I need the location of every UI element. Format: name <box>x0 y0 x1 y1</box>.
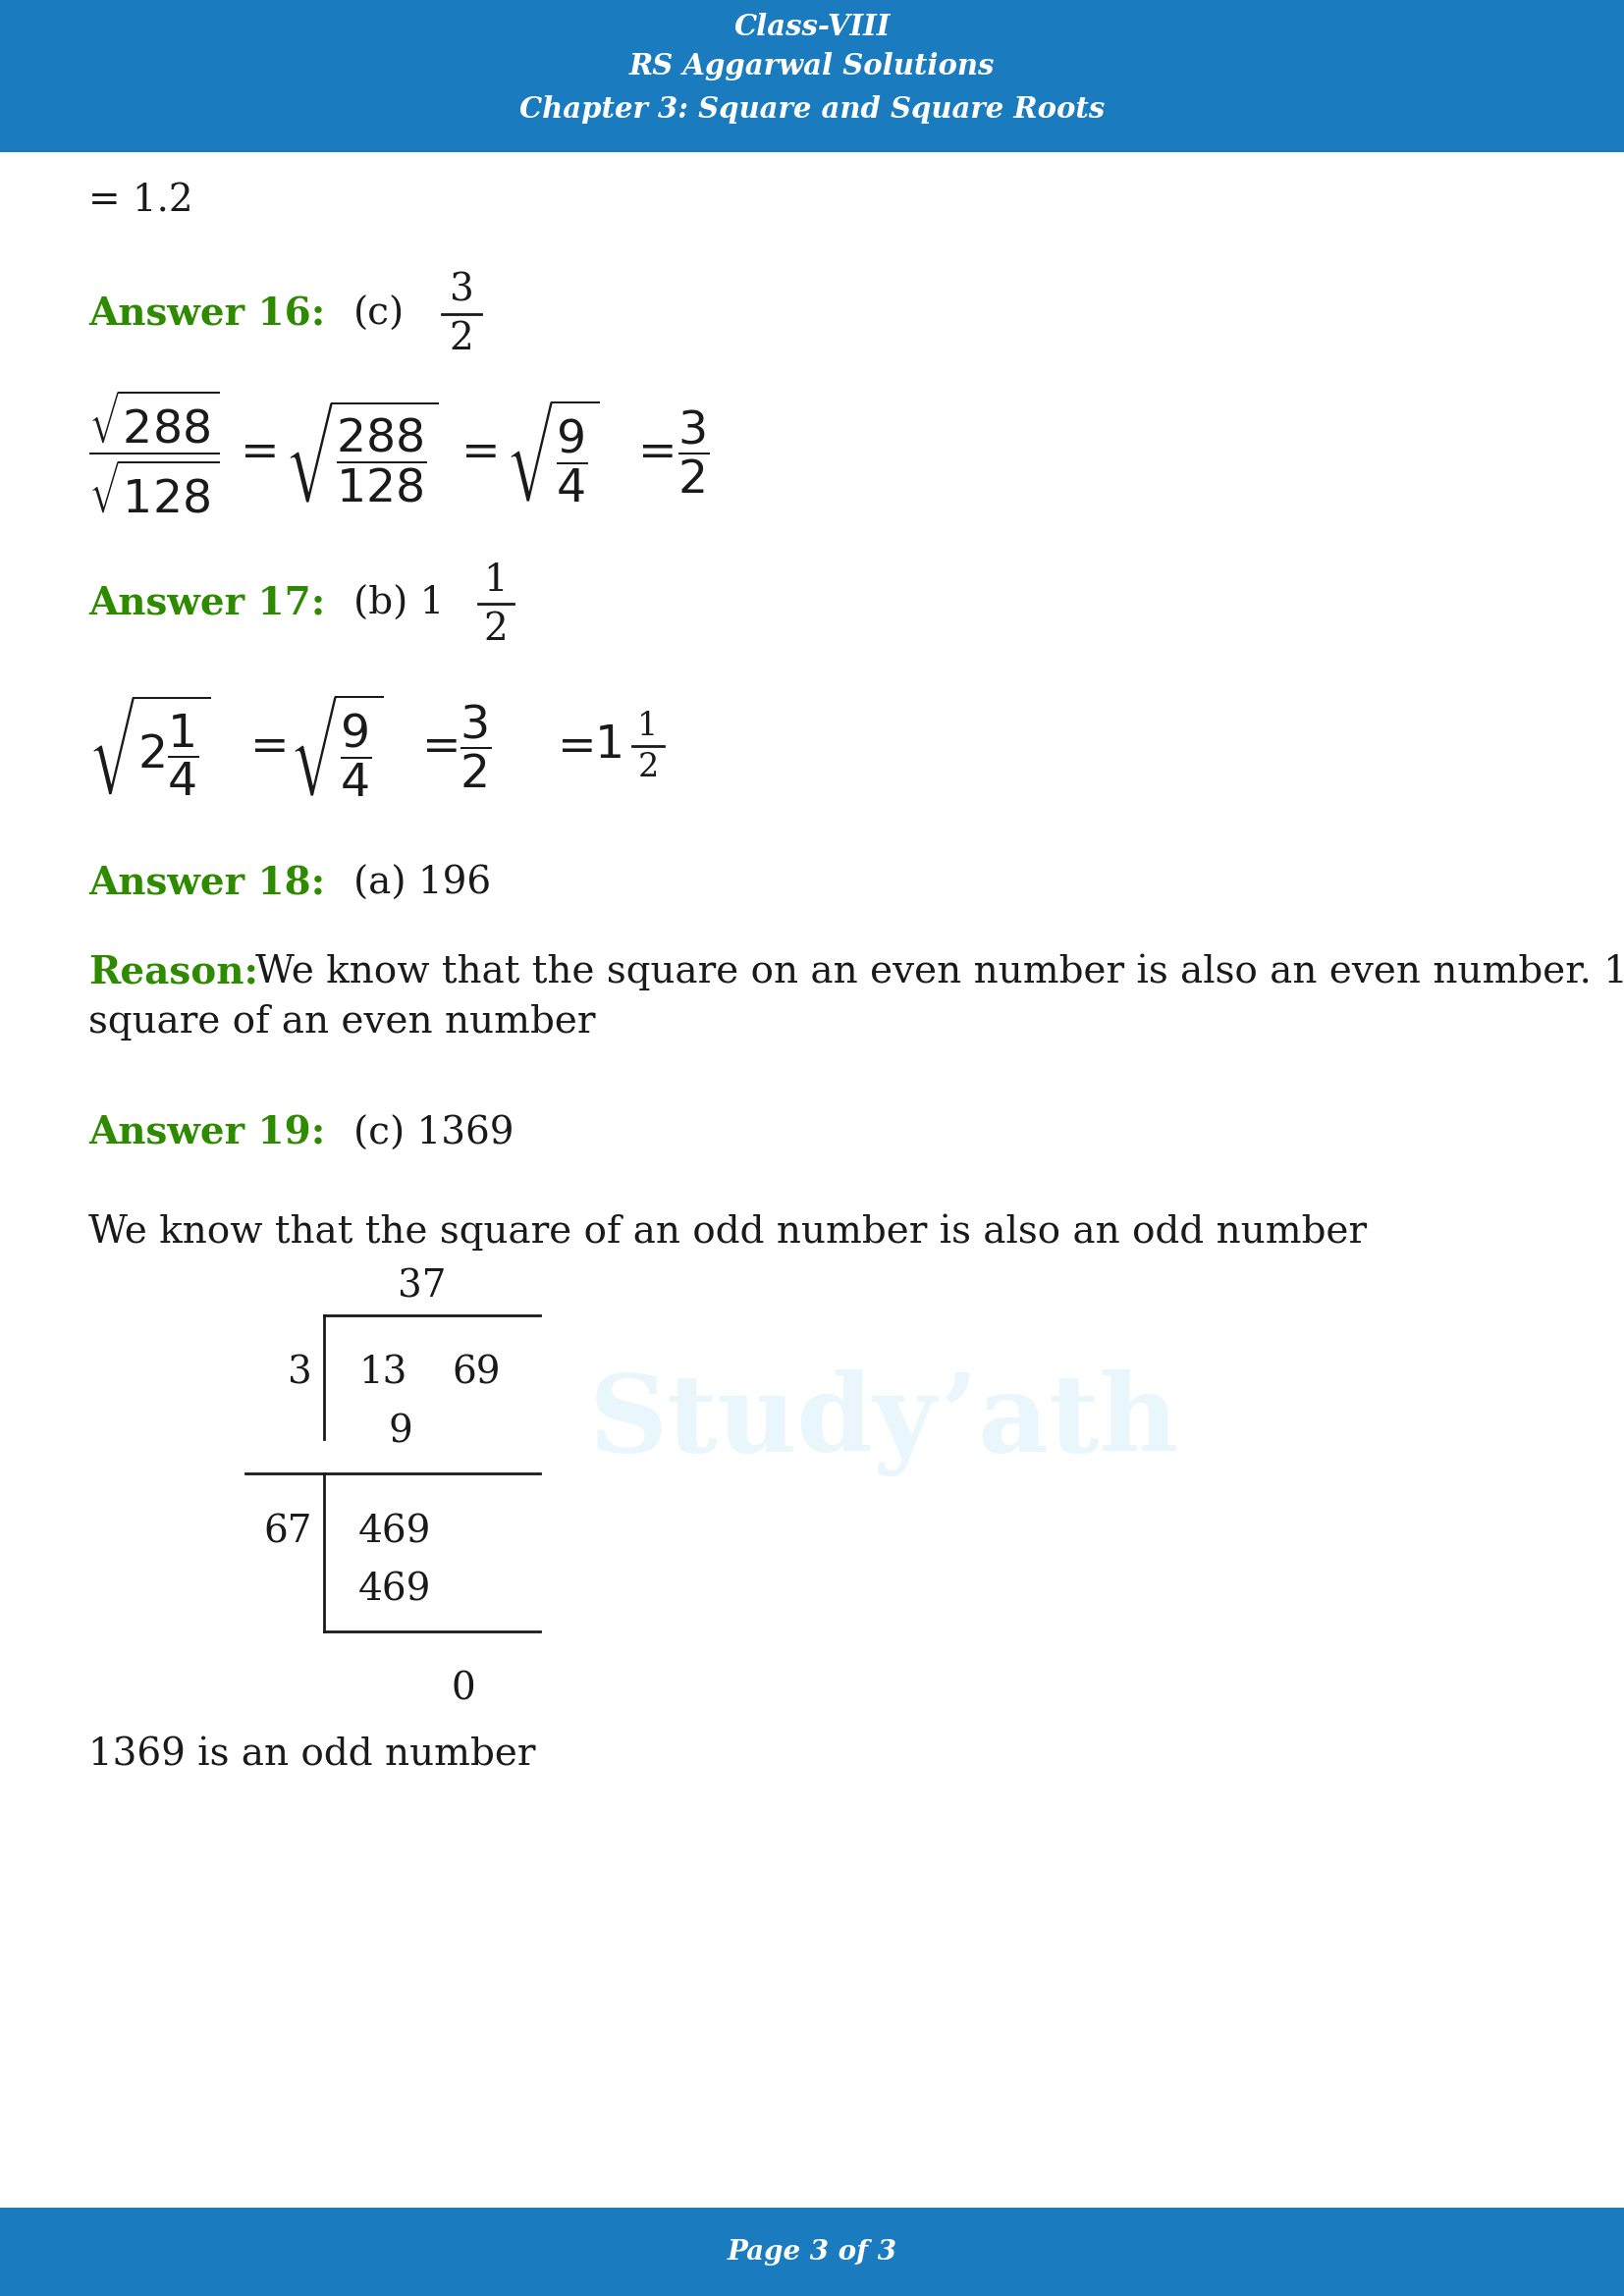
Text: Answer 17:: Answer 17: <box>88 585 325 622</box>
Text: 9: 9 <box>388 1414 412 1451</box>
FancyBboxPatch shape <box>0 2209 1624 2296</box>
Text: 3: 3 <box>287 1355 312 1391</box>
Text: Study’ath: Study’ath <box>588 1371 1179 1476</box>
Text: square of an even number: square of an even number <box>88 1006 596 1040</box>
Text: We know that the square on an even number is also an even number. 196 is the: We know that the square on an even numbe… <box>255 953 1624 990</box>
Text: 2: 2 <box>450 321 474 358</box>
FancyBboxPatch shape <box>0 0 1624 152</box>
Text: $\dfrac{3}{2}$: $\dfrac{3}{2}$ <box>677 406 710 496</box>
Text: 1: 1 <box>638 712 658 742</box>
Text: Page 3 of 3: Page 3 of 3 <box>728 2239 896 2266</box>
Text: 13: 13 <box>359 1355 408 1391</box>
Text: Class-VIII: Class-VIII <box>734 14 890 41</box>
Text: (c): (c) <box>354 296 404 333</box>
Text: 1: 1 <box>484 563 508 599</box>
Text: $=$: $=$ <box>240 723 286 769</box>
Text: Reason:: Reason: <box>88 953 258 990</box>
Text: 2: 2 <box>484 611 508 647</box>
Text: $\sqrt{\dfrac{9}{4}}$: $\sqrt{\dfrac{9}{4}}$ <box>289 693 383 799</box>
Text: $\sqrt{2\dfrac{1}{4}}$: $\sqrt{2\dfrac{1}{4}}$ <box>88 693 211 799</box>
Text: $=$: $=$ <box>451 429 497 473</box>
Text: $1$: $1$ <box>594 723 622 769</box>
Text: 67: 67 <box>263 1513 312 1550</box>
Text: $=$: $=$ <box>412 723 458 769</box>
Text: 69: 69 <box>451 1355 500 1391</box>
Text: (a) 196: (a) 196 <box>354 866 490 902</box>
Text: = 1.2: = 1.2 <box>88 184 193 220</box>
Text: (c) 1369: (c) 1369 <box>354 1116 515 1153</box>
Text: $\sqrt{\dfrac{288}{128}}$: $\sqrt{\dfrac{288}{128}}$ <box>284 400 438 505</box>
Text: 3: 3 <box>450 273 474 308</box>
Text: 1369 is an odd number: 1369 is an odd number <box>88 1738 536 1773</box>
Text: 469: 469 <box>359 1513 432 1550</box>
Text: $\dfrac{3}{2}$: $\dfrac{3}{2}$ <box>460 703 490 790</box>
Text: $=$: $=$ <box>628 429 674 473</box>
Text: Answer 18:: Answer 18: <box>88 866 325 902</box>
Text: (b) 1: (b) 1 <box>354 585 445 622</box>
Text: 0: 0 <box>451 1671 476 1708</box>
Text: 37: 37 <box>398 1270 447 1306</box>
Text: Chapter 3: Square and Square Roots: Chapter 3: Square and Square Roots <box>520 96 1104 124</box>
Text: 2: 2 <box>638 751 658 783</box>
Text: RS Aggarwal Solutions: RS Aggarwal Solutions <box>628 53 996 80</box>
Text: $=$: $=$ <box>231 429 276 473</box>
Text: 469: 469 <box>359 1573 432 1609</box>
Text: Answer 19:: Answer 19: <box>88 1116 325 1153</box>
Text: $\dfrac{\sqrt{288}}{\sqrt{128}}$: $\dfrac{\sqrt{288}}{\sqrt{128}}$ <box>88 388 219 514</box>
Text: Answer 16:: Answer 16: <box>88 296 325 333</box>
Text: We know that the square of an odd number is also an odd number: We know that the square of an odd number… <box>88 1215 1367 1251</box>
Text: $\sqrt{\dfrac{9}{4}}$: $\sqrt{\dfrac{9}{4}}$ <box>505 397 599 505</box>
Text: $=$: $=$ <box>547 723 593 769</box>
